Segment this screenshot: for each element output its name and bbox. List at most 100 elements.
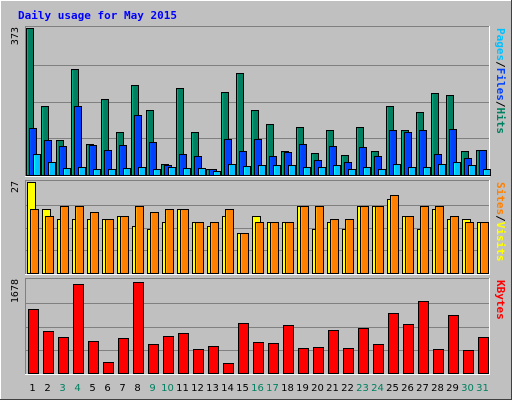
- x-label-day-2: 2: [44, 383, 50, 394]
- bar-pages-day-20: [318, 167, 326, 176]
- bar-pages-day-28: [438, 164, 446, 176]
- bar-pages-day-26: [408, 167, 416, 176]
- bar-pages-day-22: [348, 169, 356, 176]
- x-label-day-22: 22: [341, 383, 354, 394]
- bar-pages-day-11: [183, 168, 191, 176]
- bar-sites-day-7: [120, 216, 129, 274]
- bar-pages-day-4: [78, 167, 86, 176]
- x-label-day-29: 29: [446, 383, 459, 394]
- bar-kbytes-day-13: [208, 346, 219, 374]
- bar-sites-day-15: [240, 233, 249, 274]
- bar-kbytes-day-12: [193, 349, 204, 374]
- bar-kbytes-day-7: [118, 338, 129, 374]
- bar-pages-day-2: [48, 162, 56, 176]
- panel-kbytes: 1678 KBytes: [10, 278, 507, 375]
- bar-sites-day-29: [450, 216, 459, 274]
- bar-sites-day-14: [225, 209, 234, 274]
- bar-sites-day-20: [315, 206, 324, 274]
- bar-kbytes-day-16: [253, 342, 264, 374]
- x-label-day-19: 19: [296, 383, 309, 394]
- bar-sites-day-13: [210, 222, 219, 274]
- x-label-day-10: 10: [161, 383, 174, 394]
- x-label-day-31: 31: [476, 383, 489, 394]
- bar-sites-day-3: [60, 206, 69, 274]
- y-max-label: 27: [10, 181, 21, 193]
- x-label-day-23: 23: [356, 383, 369, 394]
- chart-panels: 373 Pages/Files/Hits 27 Sites/Visits 1678 KBy…: [10, 26, 507, 375]
- bar-kbytes-day-23: [358, 328, 369, 374]
- x-label-day-13: 13: [206, 383, 219, 394]
- x-label-day-1: 1: [29, 383, 35, 394]
- bar-kbytes-day-22: [343, 348, 354, 374]
- x-label-day-21: 21: [326, 383, 339, 394]
- legend-entry: KBytes: [494, 280, 507, 320]
- bar-kbytes-day-9: [148, 344, 159, 374]
- legend-entry: Files: [494, 68, 507, 101]
- x-label-day-8: 8: [134, 383, 140, 394]
- bar-sites-day-25: [390, 195, 399, 274]
- legend-entry: /: [494, 215, 507, 222]
- x-label-day-15: 15: [236, 383, 249, 394]
- x-label-day-14: 14: [221, 383, 234, 394]
- bar-kbytes-day-8: [133, 282, 144, 374]
- bar-pages-day-23: [363, 167, 371, 176]
- legend-visits-sites: Sites/Visits: [494, 182, 507, 262]
- bar-kbytes-day-27: [418, 301, 429, 374]
- bar-sites-day-9: [150, 212, 159, 274]
- bar-pages-day-24: [378, 169, 386, 176]
- bar-sites-day-30: [465, 222, 474, 274]
- x-label-day-4: 4: [74, 383, 80, 394]
- bar-sites-day-6: [105, 219, 114, 274]
- panel-visits-sites: 27 Sites/Visits: [10, 180, 507, 275]
- legend-entry: Sites: [494, 182, 507, 215]
- bar-kbytes-day-19: [298, 348, 309, 374]
- bar-pages-day-7: [123, 168, 131, 176]
- bar-sites-day-18: [285, 222, 294, 274]
- x-label-day-5: 5: [89, 383, 95, 394]
- bar-kbytes-day-3: [58, 337, 69, 374]
- legend-hits-files-pages: Pages/Files/Hits: [494, 28, 507, 134]
- bar-kbytes-day-30: [463, 350, 474, 374]
- bar-sites-day-16: [255, 222, 264, 274]
- bar-pages-day-25: [393, 164, 401, 176]
- bar-kbytes-day-1: [28, 309, 39, 374]
- bar-pages-day-13: [213, 171, 221, 176]
- bar-kbytes-day-10: [163, 336, 174, 374]
- x-label-day-20: 20: [311, 383, 324, 394]
- bar-sites-day-12: [195, 222, 204, 274]
- bar-sites-day-17: [270, 222, 279, 274]
- bar-sites-day-5: [90, 212, 99, 274]
- y-max-label: 1678: [10, 279, 21, 303]
- x-label-day-28: 28: [431, 383, 444, 394]
- bar-kbytes-day-15: [238, 323, 249, 374]
- bar-sites-day-31: [480, 222, 489, 274]
- bar-kbytes-day-4: [73, 284, 84, 374]
- bar-sites-day-28: [435, 206, 444, 274]
- legend-kbytes: KBytes: [494, 280, 507, 320]
- bar-kbytes-day-24: [373, 344, 384, 374]
- bar-pages-day-3: [63, 168, 71, 176]
- x-axis-labels: 1 2 3 4 5 6 7 8 9 10 11 12 13 14 15 16 17 18 19 20 21 22 23 24 2…: [29, 383, 489, 394]
- bar-kbytes-day-2: [43, 331, 54, 374]
- bar-kbytes-day-6: [103, 362, 114, 374]
- bar-kbytes-day-21: [328, 330, 339, 374]
- bar-sites-day-8: [135, 206, 144, 274]
- legend-entry: Pages: [494, 28, 507, 61]
- bar-kbytes-day-11: [178, 333, 189, 374]
- bar-pages-day-18: [288, 165, 296, 176]
- x-label-day-11: 11: [176, 383, 189, 394]
- bar-sites-day-2: [45, 216, 54, 274]
- x-label-day-3: 3: [59, 383, 65, 394]
- bar-sites-day-27: [420, 206, 429, 274]
- bar-kbytes-day-26: [403, 324, 414, 374]
- bar-pages-day-12: [198, 168, 206, 176]
- y-max-label: 373: [10, 27, 21, 45]
- x-label-day-16: 16: [251, 383, 264, 394]
- bar-kbytes-day-20: [313, 347, 324, 374]
- bar-sites-day-4: [75, 206, 84, 274]
- bar-sites-day-26: [405, 216, 414, 274]
- bar-sites-day-1: [30, 209, 39, 274]
- bar-pages-day-21: [333, 165, 341, 176]
- bar-pages-day-8: [138, 167, 146, 176]
